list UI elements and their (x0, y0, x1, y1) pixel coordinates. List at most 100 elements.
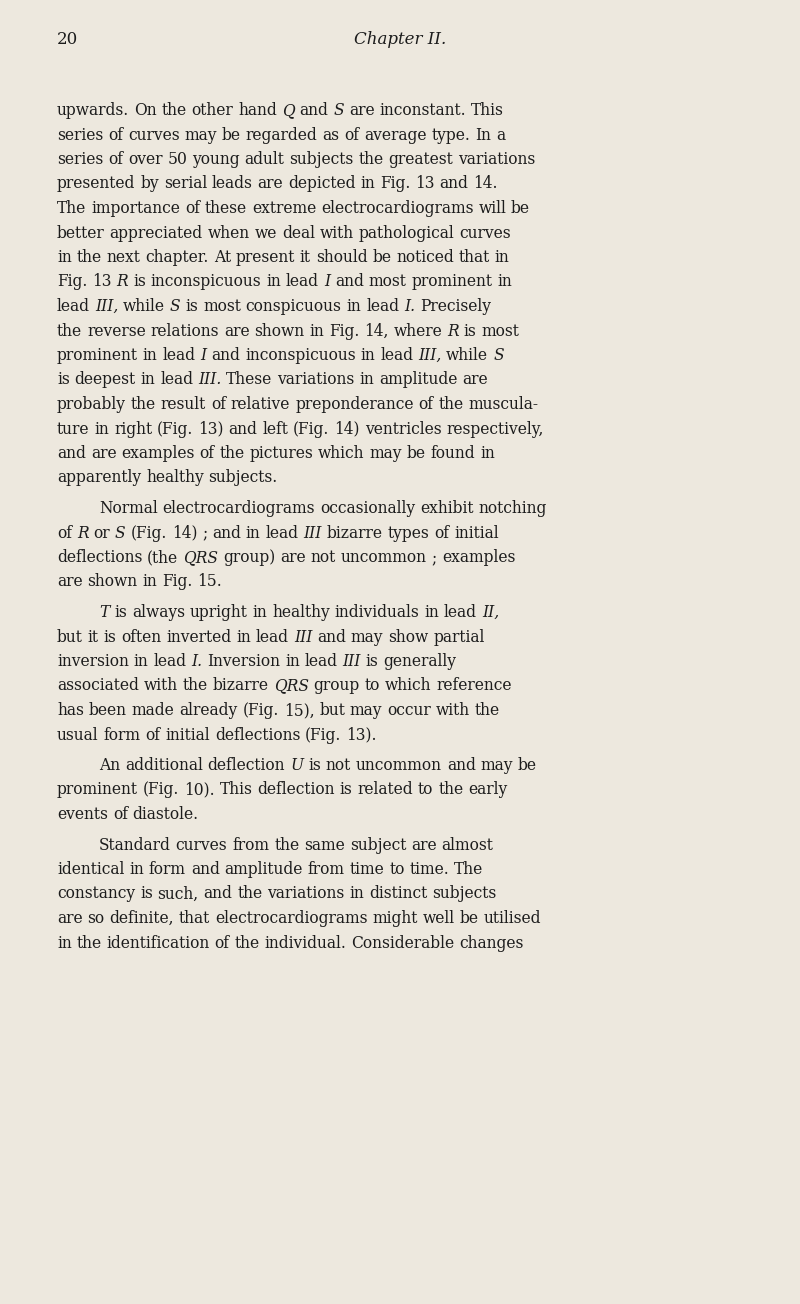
Text: usual: usual (57, 726, 98, 743)
Text: serial: serial (164, 176, 207, 193)
Text: while: while (123, 299, 165, 316)
Text: young: young (192, 151, 240, 168)
Text: time.: time. (410, 861, 450, 878)
Text: in: in (266, 274, 281, 291)
Text: the: the (57, 322, 82, 339)
Text: conspicuous: conspicuous (246, 299, 342, 316)
Text: of: of (211, 396, 226, 413)
Text: the: the (274, 836, 299, 854)
Text: that: that (458, 249, 490, 266)
Text: reverse: reverse (87, 322, 146, 339)
Text: result: result (161, 396, 206, 413)
Text: lead: lead (286, 274, 319, 291)
Text: may: may (350, 629, 383, 645)
Text: 14,: 14, (364, 322, 389, 339)
Text: are: are (349, 102, 374, 119)
Text: 14.: 14. (474, 176, 498, 193)
Text: in: in (480, 445, 495, 462)
Text: a: a (496, 126, 505, 143)
Text: QRS: QRS (183, 549, 218, 566)
Text: over: over (128, 151, 162, 168)
Text: in: in (359, 372, 374, 389)
Text: but: but (57, 629, 83, 645)
Text: the: the (438, 781, 463, 798)
Text: next: next (106, 249, 141, 266)
Text: identification: identification (106, 935, 210, 952)
Text: R: R (77, 524, 89, 541)
Text: and: and (446, 758, 476, 775)
Text: curves: curves (128, 126, 180, 143)
Text: same: same (304, 836, 345, 854)
Text: is: is (366, 653, 378, 670)
Text: in: in (57, 249, 72, 266)
Text: lead: lead (160, 372, 194, 389)
Text: is: is (104, 629, 116, 645)
Text: in: in (350, 885, 364, 902)
Text: R: R (447, 322, 459, 339)
Text: of: of (434, 524, 449, 541)
Text: amplitude: amplitude (225, 861, 303, 878)
Text: well: well (422, 910, 454, 927)
Text: I.: I. (404, 299, 415, 316)
Text: ture: ture (57, 420, 90, 438)
Text: initial: initial (166, 726, 210, 743)
Text: healthy: healthy (272, 604, 330, 621)
Text: events: events (57, 806, 108, 823)
Text: (Fig.: (Fig. (157, 420, 194, 438)
Text: bizarre: bizarre (326, 524, 382, 541)
Text: On: On (134, 102, 157, 119)
Text: left: left (262, 420, 288, 438)
Text: with: with (436, 702, 470, 719)
Text: electrocardiograms: electrocardiograms (321, 200, 474, 216)
Text: the: the (234, 935, 260, 952)
Text: shown: shown (254, 322, 305, 339)
Text: occasionally: occasionally (320, 499, 415, 516)
Text: electrocardiograms: electrocardiograms (162, 499, 315, 516)
Text: upwards.: upwards. (57, 102, 130, 119)
Text: Fig.: Fig. (162, 574, 193, 591)
Text: ;: ; (432, 549, 437, 566)
Text: which: which (318, 445, 365, 462)
Text: appreciated: appreciated (110, 224, 202, 241)
Text: III: III (342, 653, 361, 670)
Text: depicted: depicted (288, 176, 356, 193)
Text: Q: Q (282, 102, 294, 119)
Text: exhibit: exhibit (420, 499, 474, 516)
Text: deflections: deflections (57, 549, 142, 566)
Text: 14): 14) (334, 420, 360, 438)
Text: found: found (430, 445, 475, 462)
Text: in: in (57, 935, 72, 952)
Text: S: S (334, 102, 344, 119)
Text: in: in (143, 347, 158, 364)
Text: of: of (199, 445, 214, 462)
Text: variations: variations (458, 151, 535, 168)
Text: the: the (358, 151, 384, 168)
Text: Fig.: Fig. (57, 274, 87, 291)
Text: extreme: extreme (252, 200, 316, 216)
Text: of: of (146, 726, 160, 743)
Text: individuals: individuals (334, 604, 419, 621)
Text: healthy: healthy (146, 469, 204, 486)
Text: III,: III, (418, 347, 442, 364)
Text: respectively,: respectively, (446, 420, 544, 438)
Text: and: and (57, 445, 86, 462)
Text: 13): 13) (198, 420, 224, 438)
Text: are: are (411, 836, 437, 854)
Text: most: most (482, 322, 519, 339)
Text: present: present (236, 249, 295, 266)
Text: not: not (310, 549, 336, 566)
Text: inconspicuous: inconspicuous (150, 274, 262, 291)
Text: should: should (316, 249, 367, 266)
Text: 13: 13 (92, 274, 112, 291)
Text: prominent: prominent (411, 274, 492, 291)
Text: has: has (57, 702, 84, 719)
Text: it: it (300, 249, 311, 266)
Text: Precisely: Precisely (420, 299, 491, 316)
Text: when: when (208, 224, 250, 241)
Text: variations: variations (267, 885, 345, 902)
Text: pictures: pictures (250, 445, 313, 462)
Text: associated: associated (57, 678, 139, 695)
Text: Standard: Standard (99, 836, 171, 854)
Text: is: is (57, 372, 70, 389)
Text: made: made (132, 702, 174, 719)
